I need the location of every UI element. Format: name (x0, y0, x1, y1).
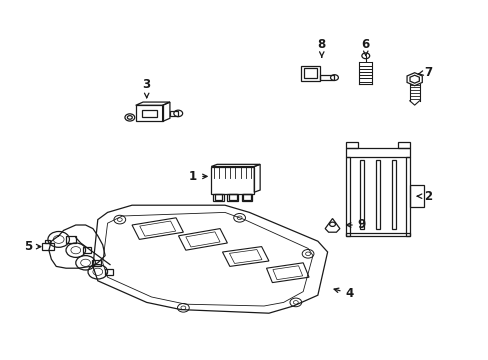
Text: 6: 6 (361, 39, 369, 55)
Text: 1: 1 (189, 170, 206, 183)
Text: 9: 9 (346, 219, 365, 231)
Text: 3: 3 (142, 78, 150, 98)
Text: 7: 7 (417, 66, 431, 78)
Text: 4: 4 (333, 287, 353, 300)
Text: 2: 2 (416, 190, 431, 203)
Text: 8: 8 (317, 39, 325, 57)
Text: 5: 5 (24, 240, 41, 253)
